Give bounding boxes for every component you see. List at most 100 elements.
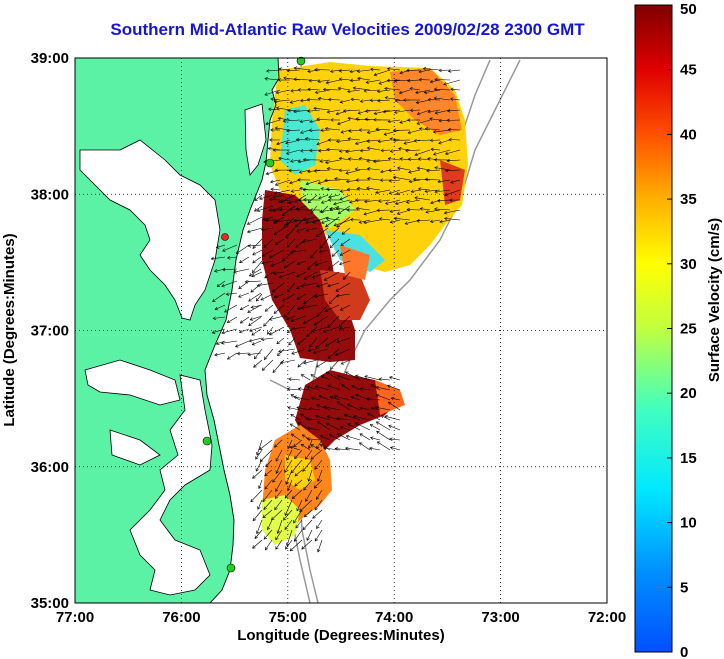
velocity-arrow [448,69,461,72]
velocity-arrow [305,138,321,141]
velocity-arrow-head [357,76,361,81]
velocity-arrow [370,437,381,441]
velocity-arrow [321,375,331,381]
colorbar-tick-label: 35 [680,191,697,208]
colorbar-tick-label: 45 [680,62,697,79]
x-tick-label: 76:00 [162,609,200,626]
velocity-arrow [250,489,263,503]
velocity-arrow-head [264,546,269,551]
velocity-arrow-head [272,220,277,224]
velocity-arrow-head [387,119,391,124]
velocity-arrow-head [293,218,297,223]
colorbar-tick-label: 5 [680,579,688,596]
velocity-arrow [353,87,371,91]
y-tick-label: 38:00 [31,186,69,203]
velocity-arrow-head [309,119,313,124]
velocity-arrow [327,348,340,359]
velocity-arrow-head [289,445,293,450]
velocity-arrow [307,427,321,431]
velocity-arrow-head [414,196,418,200]
velocity-arrow-head [289,250,294,254]
velocity-arrow-head [334,177,338,181]
velocity-arrow-head [268,255,273,259]
velocity-arrow [264,271,274,279]
velocity-arrow-head [283,265,288,269]
velocity-arrow-head [289,207,293,212]
velocity-arrow [426,169,441,172]
velocity-arrow [310,449,323,460]
velocity-arrow-head [285,141,289,145]
velocity-arrow-head [254,535,258,539]
velocity-arrow-head [238,329,243,334]
velocity-arrow-head [327,355,332,359]
velocity-arrow [347,189,361,191]
velocity-arrow [297,260,307,265]
velocity-arrow-head [323,405,327,409]
velocity-arrow [430,139,441,141]
velocity-arrow-head [275,546,279,550]
velocity-arrow-head [416,166,421,171]
velocity-arrow [294,479,303,487]
velocity-arrow [247,304,262,313]
velocity-arrow [395,199,411,205]
velocity-arrow-head [394,201,399,205]
velocity-arrow-head [248,338,253,343]
velocity-arrow-head [272,271,277,276]
velocity-arrow-head [249,328,253,332]
velocity-arrow-head [285,234,289,239]
velocity-arrow [376,394,391,401]
velocity-arrow [261,227,274,231]
velocity-arrow [347,423,361,431]
velocity-arrow-head [412,177,417,182]
velocity-arrow [301,374,311,381]
velocity-arrow-head [357,111,362,115]
velocity-arrow [315,415,331,421]
velocity-arrow-head [300,284,305,288]
velocity-arrow [409,88,421,91]
velocity-arrow-head [221,330,225,335]
velocity-arrow [328,260,340,270]
velocity-arrow [252,469,263,479]
velocity-arrow-head [356,186,361,191]
velocity-arrow [292,326,307,330]
velocity-arrow-head [334,447,338,451]
velocity-arrow-head [335,206,340,211]
velocity-arrow-head [339,197,343,201]
velocity-arrow [318,98,331,101]
velocity-arrow-head [262,498,266,503]
velocity-arrow-head [249,317,254,321]
velocity-arrow [446,119,461,121]
velocity-arrow [296,499,303,512]
velocity-arrow [434,208,451,211]
velocity-arrow-head [286,387,291,391]
velocity-arrow-head [250,498,254,503]
velocity-arrow [239,328,250,333]
velocity-arrow-head [314,506,318,511]
velocity-arrow-head [312,350,317,355]
velocity-arrow-head [289,100,294,104]
velocity-arrow [327,109,341,113]
velocity-arrow [314,459,323,470]
velocity-arrow-head [404,221,408,225]
velocity-arrow-head [310,255,314,259]
velocity-arrow [446,159,461,162]
velocity-arrow-head [355,117,359,121]
velocity-arrow-head [397,166,401,171]
colorbar [634,4,673,653]
velocity-arrow-head [250,289,254,293]
velocity-arrow [272,469,283,483]
velocity-arrow [364,199,381,203]
colorbar-tick-label: 30 [680,256,697,273]
velocity-arrow-head [276,530,280,534]
velocity-arrow-head [226,319,231,323]
velocity-arrow [339,69,351,72]
velocity-arrow-head [314,466,318,470]
velocity-arrow-head [384,96,389,100]
velocity-arrow-head [416,121,420,125]
velocity-arrow [294,469,303,477]
velocity-arrow [251,271,263,277]
velocity-arrow-head [325,422,330,427]
velocity-arrow-head [359,433,364,437]
velocity-arrow-head [222,267,226,272]
velocity-arrow-head [313,169,317,173]
